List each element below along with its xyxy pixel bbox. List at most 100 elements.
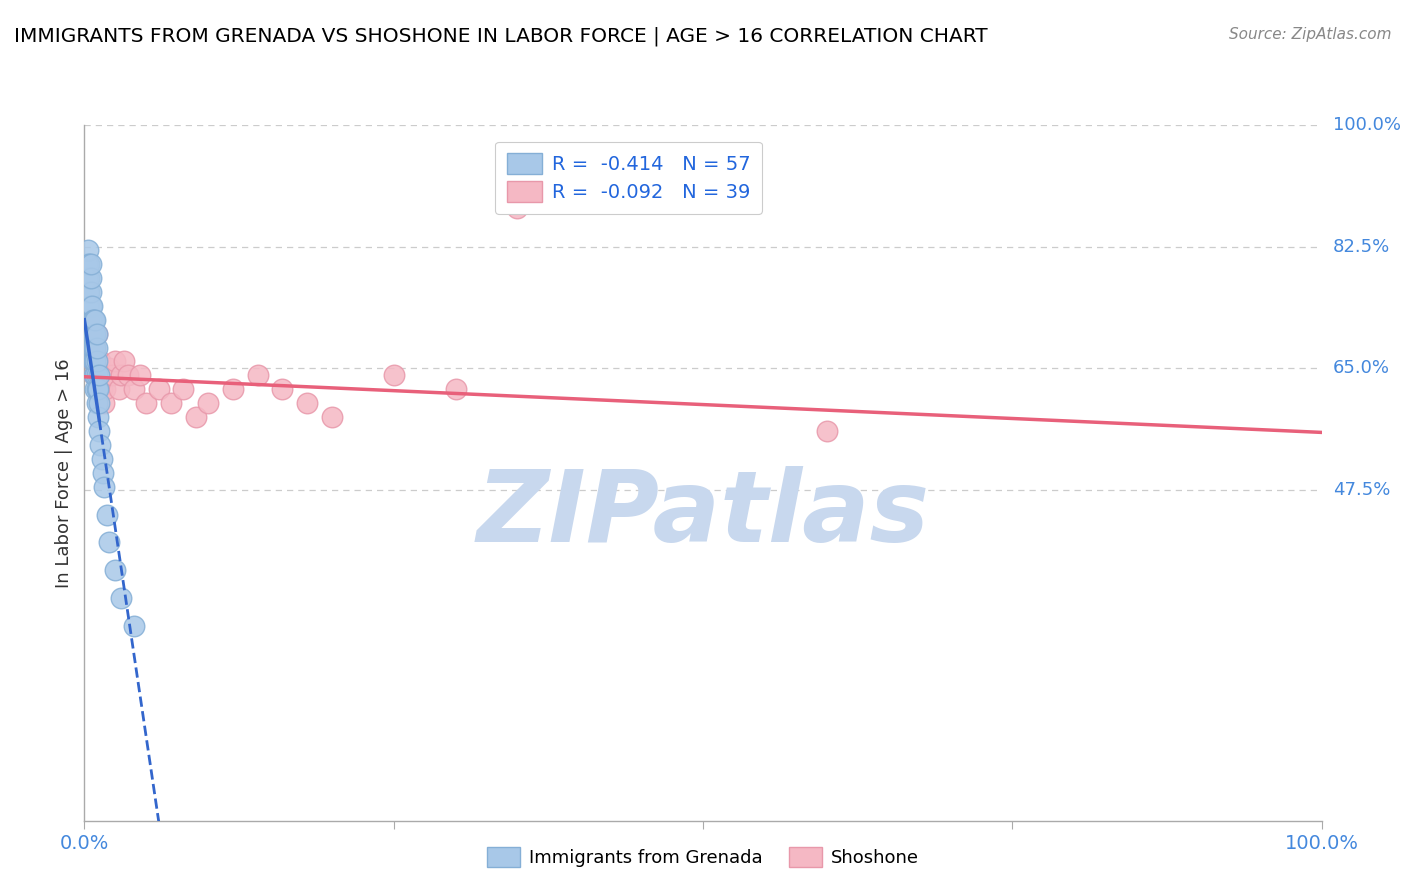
Text: 65.0%: 65.0%: [1333, 359, 1389, 377]
Point: [98, 361, 121, 376]
Point: [93, 480, 115, 494]
Point: [87, 382, 110, 396]
Point: [129, 368, 152, 383]
Point: [108, 382, 131, 396]
Point: [79, 257, 101, 271]
Point: [197, 396, 219, 410]
Point: [93, 396, 115, 410]
Legend: R =  -0.414   N = 57, R =  -0.092   N = 39: R = -0.414 N = 57, R = -0.092 N = 39: [495, 142, 762, 214]
Point: [117, 368, 139, 383]
Point: [86, 341, 108, 355]
Point: [84, 382, 107, 396]
Point: [79, 341, 101, 355]
Text: 82.5%: 82.5%: [1333, 237, 1391, 256]
Point: [84, 312, 107, 326]
Point: [222, 382, 245, 396]
Point: [80, 326, 103, 341]
Text: IMMIGRANTS FROM GRENADA VS SHOSHONE IN LABOR FORCE | AGE > 16 CORRELATION CHART: IMMIGRANTS FROM GRENADA VS SHOSHONE IN L…: [14, 27, 987, 46]
Point: [83, 368, 105, 383]
Point: [80, 312, 103, 326]
Point: [76, 271, 98, 285]
Point: [271, 382, 294, 396]
Point: [79, 257, 101, 271]
Point: [815, 424, 838, 438]
Point: [112, 354, 135, 368]
Point: [82, 354, 104, 368]
Point: [160, 396, 183, 410]
Point: [79, 299, 101, 313]
Point: [79, 326, 101, 341]
Point: [79, 326, 101, 341]
Point: [79, 312, 101, 326]
Point: [79, 299, 101, 313]
Point: [96, 368, 118, 383]
Point: [83, 312, 105, 326]
Point: [84, 326, 107, 341]
Point: [89, 368, 111, 383]
Point: [82, 326, 104, 341]
Point: [86, 382, 108, 396]
Point: [86, 368, 108, 383]
Y-axis label: In Labor Force | Age > 16: In Labor Force | Age > 16: [55, 358, 73, 588]
Point: [94, 382, 117, 396]
Point: [91, 368, 114, 383]
Point: [77, 243, 100, 257]
Point: [90, 451, 112, 466]
Point: [90, 382, 112, 396]
Point: [83, 368, 105, 383]
Point: [86, 326, 108, 341]
Point: [91, 466, 114, 480]
Point: [89, 354, 111, 368]
Text: 47.5%: 47.5%: [1333, 481, 1391, 500]
Point: [96, 508, 118, 522]
Point: [87, 410, 110, 425]
Point: [82, 312, 104, 326]
Point: [110, 591, 132, 605]
Point: [82, 354, 104, 368]
Point: [77, 257, 100, 271]
Point: [148, 382, 170, 396]
Point: [77, 285, 100, 299]
Point: [77, 299, 100, 313]
Point: [86, 354, 108, 368]
Point: [82, 341, 104, 355]
Point: [79, 312, 101, 326]
Point: [246, 368, 269, 383]
Point: [89, 424, 111, 438]
Point: [84, 368, 107, 383]
Point: [89, 396, 111, 410]
Point: [100, 368, 122, 383]
Point: [83, 341, 105, 355]
Point: [79, 271, 101, 285]
Point: [89, 368, 111, 383]
Point: [321, 410, 343, 425]
Point: [80, 341, 103, 355]
Point: [76, 257, 98, 271]
Point: [79, 285, 101, 299]
Point: [84, 354, 107, 368]
Point: [84, 341, 107, 355]
Point: [444, 382, 467, 396]
Point: [86, 354, 108, 368]
Point: [79, 271, 101, 285]
Text: 100.0%: 100.0%: [1333, 116, 1400, 134]
Point: [79, 285, 101, 299]
Point: [104, 563, 127, 577]
Text: Source: ZipAtlas.com: Source: ZipAtlas.com: [1229, 27, 1392, 42]
Point: [122, 619, 145, 633]
Point: [122, 382, 145, 396]
Text: ZIPatlas: ZIPatlas: [477, 466, 929, 563]
Point: [80, 299, 103, 313]
Point: [77, 271, 100, 285]
Point: [86, 396, 108, 410]
Point: [506, 202, 529, 216]
Point: [83, 326, 105, 341]
Point: [110, 368, 132, 383]
Point: [98, 535, 121, 549]
Point: [83, 354, 105, 368]
Point: [295, 396, 318, 410]
Point: [84, 341, 107, 355]
Point: [77, 312, 100, 326]
Legend: Immigrants from Grenada, Shoshone: Immigrants from Grenada, Shoshone: [479, 839, 927, 874]
Point: [89, 438, 111, 452]
